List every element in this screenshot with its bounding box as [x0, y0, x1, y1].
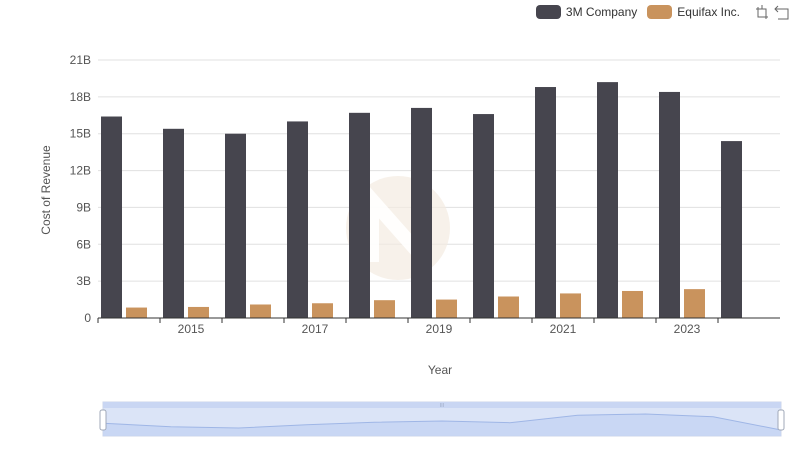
legend-label-3m: 3M Company: [565, 5, 638, 19]
y-axis-label: Cost of Revenue: [39, 145, 53, 235]
bars-group: [101, 82, 742, 319]
x-tick-label: 2023: [674, 322, 701, 336]
datazoom-handle-right[interactable]: [777, 409, 785, 431]
restore-icon[interactable]: [754, 4, 770, 20]
y-tick-label: 3B: [76, 274, 91, 288]
y-axis-ticks: 0 3B 6B 9B 12B 15B 18B 21B: [70, 53, 92, 325]
y-tick-label: 12B: [70, 164, 91, 178]
x-tick-label: 2017: [302, 322, 329, 336]
legend-item-equifax[interactable]: Equifax Inc.: [647, 5, 740, 19]
bar-3m-company: [597, 82, 618, 318]
bar-equifax: [684, 289, 705, 318]
bar-equifax: [188, 306, 209, 318]
legend-swatch-equifax: [647, 5, 673, 19]
y-tick-label: 18B: [70, 90, 91, 104]
datazoom-move-handle: III: [440, 403, 444, 409]
bar-equifax: [436, 299, 457, 318]
x-axis-ticks: 2015 2017 2019 2021 2023: [97, 318, 719, 336]
bar-equifax: [560, 293, 581, 318]
y-tick-label: 21B: [70, 53, 91, 67]
y-tick-label: 0: [84, 311, 91, 325]
save-as-image-icon[interactable]: [774, 4, 790, 20]
bar-3m-company: [287, 121, 308, 318]
bar-3m-company: [101, 116, 122, 318]
datazoom-top-bar: [103, 402, 781, 408]
legend-item-3m[interactable]: 3M Company: [535, 5, 638, 19]
x-tick-label: 2021: [550, 322, 577, 336]
y-tick-label: 9B: [76, 200, 91, 214]
bar-3m-company: [349, 112, 370, 318]
bar-3m-company: [659, 91, 680, 318]
datazoom-slider[interactable]: III: [99, 401, 785, 437]
bar-3m-company: [225, 133, 246, 318]
bar-equifax: [126, 307, 147, 318]
bar-equifax: [498, 296, 519, 318]
bar-equifax: [622, 290, 643, 318]
x-tick-label: 2015: [178, 322, 205, 336]
legend-label-equifax: Equifax Inc.: [677, 5, 740, 19]
legend: 3M Company Equifax Inc.: [535, 4, 790, 20]
bar-3m-company: [721, 141, 742, 318]
datazoom-area: [103, 414, 781, 436]
datazoom-line: [102, 413, 782, 431]
y-tick-label: 6B: [76, 237, 91, 251]
bar-equifax: [312, 303, 333, 318]
x-axis-label: Year: [427, 363, 453, 377]
bar-3m-company: [163, 128, 184, 318]
bar-equifax: [250, 304, 271, 318]
datazoom-handle-left[interactable]: [99, 409, 107, 431]
bar-3m-company: [535, 87, 556, 319]
legend-swatch-3m: [535, 5, 561, 19]
x-tick-label: 2019: [426, 322, 453, 336]
bar-equifax: [374, 300, 395, 318]
bar-3m-company: [473, 114, 494, 318]
bar-3m-company: [411, 107, 432, 319]
y-tick-label: 15B: [70, 127, 91, 141]
